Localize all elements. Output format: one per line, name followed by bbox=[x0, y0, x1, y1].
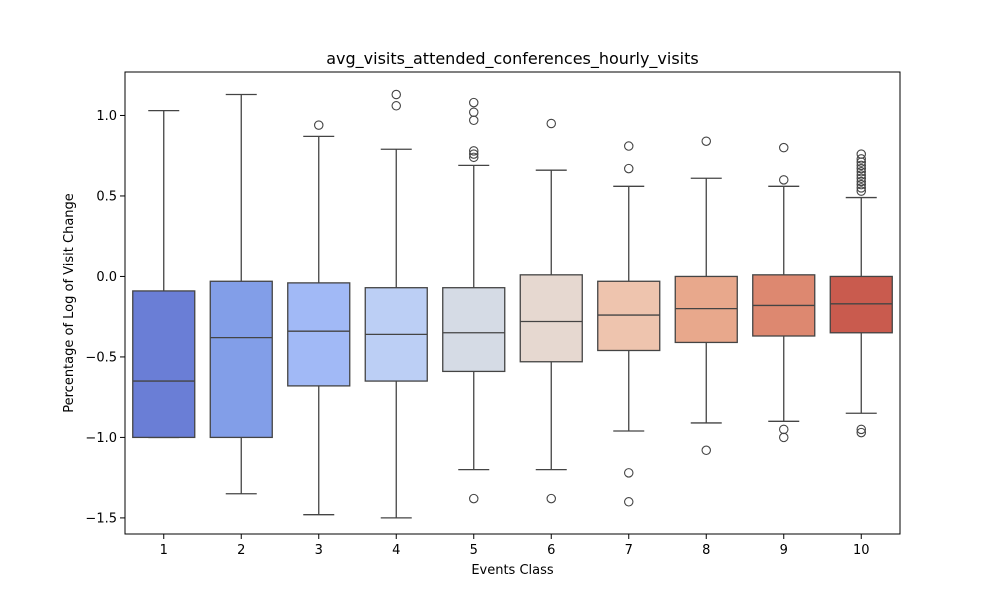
box-1 bbox=[132, 290, 196, 439]
outlier-point bbox=[856, 424, 866, 435]
axes-frame bbox=[124, 71, 901, 535]
y-tick-label: −1.5 bbox=[85, 511, 117, 526]
y-tick-label: 0.5 bbox=[96, 189, 117, 204]
plot-area bbox=[132, 89, 893, 519]
outlier-point bbox=[856, 167, 866, 177]
y-axis: 1.0 0.5 0.0 −0.5 −1.0 −1.5 bbox=[85, 109, 125, 526]
outlier-point bbox=[701, 445, 711, 456]
outlier-point bbox=[623, 497, 634, 507]
outlier-point bbox=[313, 120, 324, 130]
y-tick-label: −1.0 bbox=[85, 431, 117, 446]
box-group-8 bbox=[674, 136, 738, 456]
x-tick-label: 1 bbox=[160, 543, 168, 558]
box-7 bbox=[597, 280, 661, 352]
box-group-9 bbox=[752, 142, 816, 443]
box-group-7 bbox=[597, 141, 661, 507]
y-tick-label: 0.0 bbox=[96, 270, 117, 285]
box-5 bbox=[442, 287, 506, 373]
outlier-point bbox=[391, 89, 401, 100]
box-group-5 bbox=[442, 97, 506, 504]
outlier-point bbox=[856, 183, 866, 193]
x-tick-label: 7 bbox=[625, 543, 633, 558]
outlier-point bbox=[778, 142, 789, 153]
outlier-point bbox=[623, 141, 634, 151]
chart-title: avg_visits_attended_conferences_hourly_v… bbox=[326, 49, 698, 69]
outlier-point bbox=[856, 157, 866, 167]
outlier-point bbox=[468, 493, 479, 504]
box-2 bbox=[209, 280, 273, 439]
box-8 bbox=[674, 275, 738, 344]
outlier-point bbox=[856, 170, 866, 180]
x-axis: 1 2 3 4 5 6 7 8 9 10 bbox=[160, 534, 870, 558]
box-group-4 bbox=[364, 89, 428, 519]
box-6 bbox=[519, 274, 583, 363]
outlier-point bbox=[856, 173, 866, 183]
x-tick-label: 6 bbox=[547, 543, 555, 558]
x-tick-label: 5 bbox=[470, 543, 478, 558]
outlier-point bbox=[856, 154, 866, 164]
x-tick-label: 10 bbox=[853, 543, 870, 558]
x-tick-label: 9 bbox=[780, 543, 788, 558]
x-tick-label: 2 bbox=[237, 543, 245, 558]
outlier-point bbox=[468, 149, 479, 159]
outlier-point bbox=[856, 176, 866, 187]
outlier-point bbox=[391, 101, 401, 111]
outlier-point bbox=[701, 136, 711, 146]
outlier-point bbox=[856, 427, 866, 438]
outlier-point bbox=[546, 493, 556, 504]
y-axis-label: Percentage of Log of Visit Change bbox=[62, 193, 77, 413]
outlier-point bbox=[468, 146, 479, 156]
outlier-point bbox=[856, 163, 866, 174]
outlier-point bbox=[778, 432, 789, 443]
y-tick-label: −0.5 bbox=[85, 350, 117, 365]
box-3 bbox=[287, 282, 351, 387]
y-tick-label: 1.0 bbox=[96, 109, 117, 124]
box-group-6 bbox=[519, 118, 583, 504]
box-group-2 bbox=[209, 93, 273, 495]
outlier-point bbox=[778, 175, 789, 185]
x-tick-label: 8 bbox=[702, 543, 710, 558]
outlier-point bbox=[468, 97, 479, 108]
box-group-10 bbox=[829, 149, 893, 438]
x-tick-label: 4 bbox=[392, 543, 400, 558]
outlier-point bbox=[468, 152, 479, 163]
box-10 bbox=[829, 275, 893, 334]
box-group-3 bbox=[287, 120, 351, 516]
outlier-point bbox=[546, 118, 556, 129]
outlier-point bbox=[623, 468, 634, 478]
x-tick-label: 3 bbox=[315, 543, 323, 558]
outlier-point bbox=[856, 186, 866, 196]
outlier-point bbox=[856, 179, 866, 190]
box-group-1 bbox=[132, 109, 196, 439]
outlier-point bbox=[623, 163, 634, 174]
outlier-point bbox=[856, 160, 866, 171]
x-axis-label: Events Class bbox=[471, 563, 554, 578]
outlier-point bbox=[468, 115, 479, 126]
